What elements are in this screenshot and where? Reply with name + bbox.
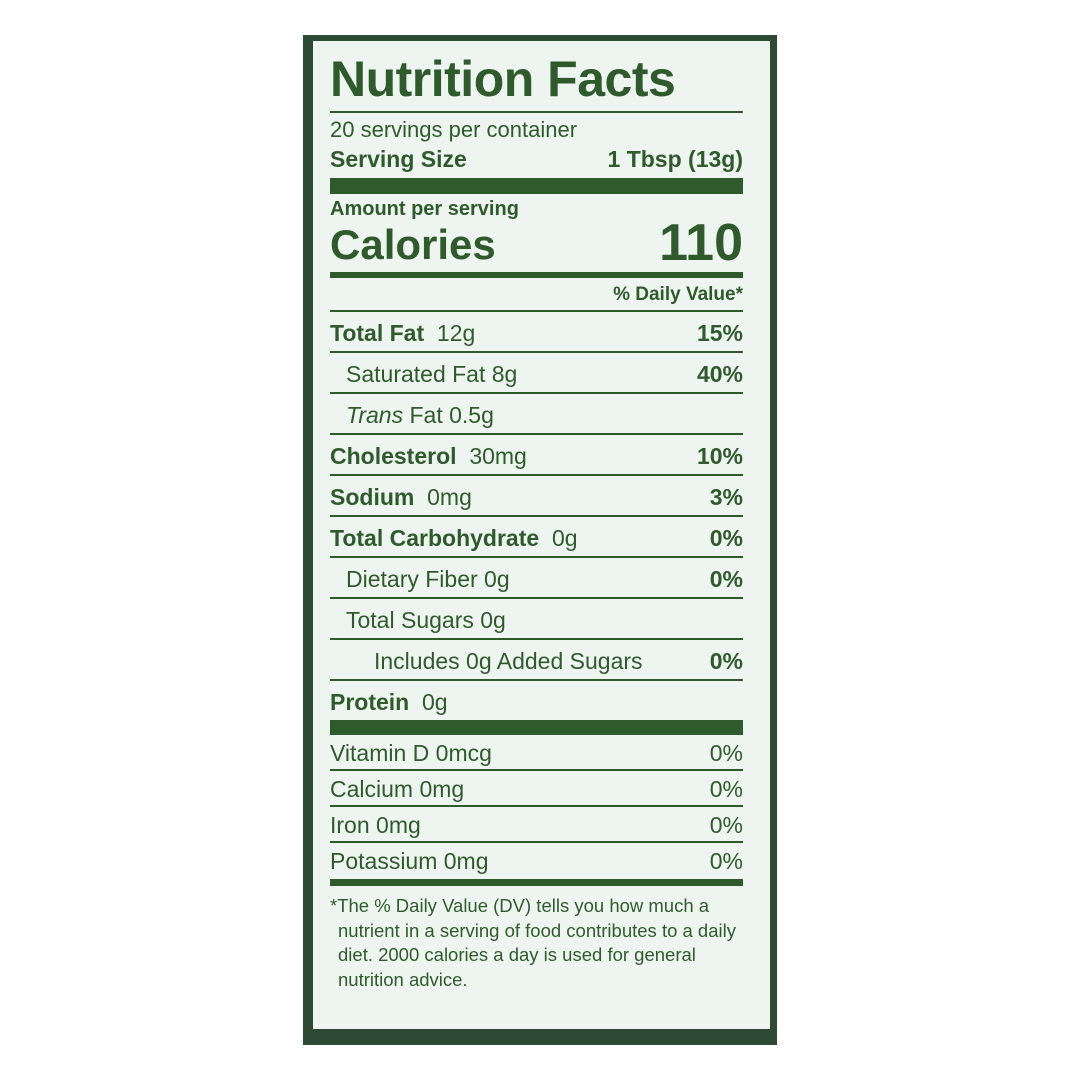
- nutrient-name: Sodium: [330, 484, 415, 510]
- servings-per-container: 20 servings per container: [330, 117, 578, 142]
- vitamin-dv: 0%: [709, 848, 743, 874]
- nutrient-row-total-fat: Total Fat 12g 15%: [330, 312, 743, 353]
- nutrient-row-protein: Protein 0g: [330, 681, 743, 720]
- vitamin-name: Calcium 0mg: [330, 776, 465, 802]
- serving-size-value: 1 Tbsp (13g): [607, 146, 743, 172]
- nutrition-facts-label: Nutrition Facts 20 servings per containe…: [313, 41, 770, 1029]
- nutrient-row-total-sugars: Total Sugars 0g: [330, 599, 743, 640]
- nutrient-dv: 3%: [709, 484, 743, 510]
- divider: [330, 310, 743, 312]
- medium-divider: [330, 272, 743, 278]
- label-title: Nutrition Facts: [330, 51, 676, 107]
- nutrient-name-italic: Trans: [346, 402, 404, 428]
- nutrient-name: Cholesterol: [330, 443, 457, 469]
- thick-divider: [330, 178, 743, 194]
- calories-row: Calories 110: [330, 214, 743, 272]
- vitamin-row-potassium: Potassium 0mg 0%: [330, 843, 743, 877]
- nutrient-row-added-sugars: Includes 0g Added Sugars 0%: [330, 640, 743, 681]
- calories-label: Calories: [330, 221, 496, 268]
- nutrient-dv: 10%: [696, 443, 743, 469]
- nutrient-row-saturated-fat: Saturated Fat 8g 40%: [330, 353, 743, 394]
- calories-value: 110: [659, 214, 743, 272]
- divider: [330, 111, 743, 113]
- vitamin-name: Potassium 0mg: [330, 848, 489, 874]
- nutrient-name: Dietary Fiber 0g: [346, 566, 510, 592]
- nutrient-name: Total Fat: [330, 320, 425, 346]
- vitamin-dv: 0%: [709, 740, 743, 766]
- thick-divider: [330, 720, 743, 735]
- daily-value-header-text: % Daily Value*: [613, 284, 743, 305]
- daily-value-header: % Daily Value*: [330, 278, 743, 310]
- nutrient-name: Total Carbohydrate: [330, 525, 540, 551]
- nutrient-amount: 0mg: [427, 484, 472, 510]
- nutrient-row-sodium: Sodium 0mg 3%: [330, 476, 743, 517]
- nutrient-amount: 0g: [551, 525, 578, 551]
- nutrient-name: Saturated Fat 8g: [346, 361, 518, 387]
- nutrient-row-dietary-fiber: Dietary Fiber 0g 0%: [330, 558, 743, 599]
- nutrient-amount: 30mg: [469, 443, 527, 469]
- nutrient-dv: 0%: [709, 648, 743, 674]
- nutrient-row-trans-fat: Trans Fat 0.5g: [330, 394, 743, 435]
- footnote: *The % Daily Value (DV) tells you how mu…: [330, 895, 736, 990]
- nutrient-dv: 0%: [709, 566, 743, 592]
- nutrient-name: Fat 0.5g: [409, 402, 494, 428]
- serving-size-label: Serving Size: [330, 146, 467, 172]
- nutrient-dv: 0%: [709, 525, 743, 551]
- nutrient-name: Includes 0g Added Sugars: [374, 648, 643, 674]
- nutrient-row-total-carbohydrate: Total Carbohydrate 0g 0%: [330, 517, 743, 558]
- vitamin-name: Vitamin D 0mcg: [330, 740, 492, 766]
- vitamin-dv: 0%: [709, 776, 743, 802]
- vitamin-row-iron: Iron 0mg 0%: [330, 807, 743, 843]
- nutrient-amount: 12g: [436, 320, 476, 346]
- vitamin-row-calcium: Calcium 0mg 0%: [330, 771, 743, 807]
- vitamin-dv: 0%: [709, 812, 743, 838]
- vitamin-row-vitamin-d: Vitamin D 0mcg 0%: [330, 735, 743, 771]
- nutrient-dv: 15%: [696, 320, 743, 346]
- vitamin-name: Iron 0mg: [330, 812, 421, 838]
- nutrient-dv: 40%: [696, 361, 743, 387]
- nutrient-row-cholesterol: Cholesterol 30mg 10%: [330, 435, 743, 476]
- nutrient-amount: 0g: [422, 689, 448, 715]
- medium-divider: [330, 879, 743, 886]
- serving-size: Serving Size 1 Tbsp (13g): [330, 143, 743, 175]
- nutrient-name: Total Sugars 0g: [346, 607, 506, 633]
- amount-per-serving: Amount per serving: [330, 198, 519, 220]
- nutrient-name: Protein: [330, 689, 410, 715]
